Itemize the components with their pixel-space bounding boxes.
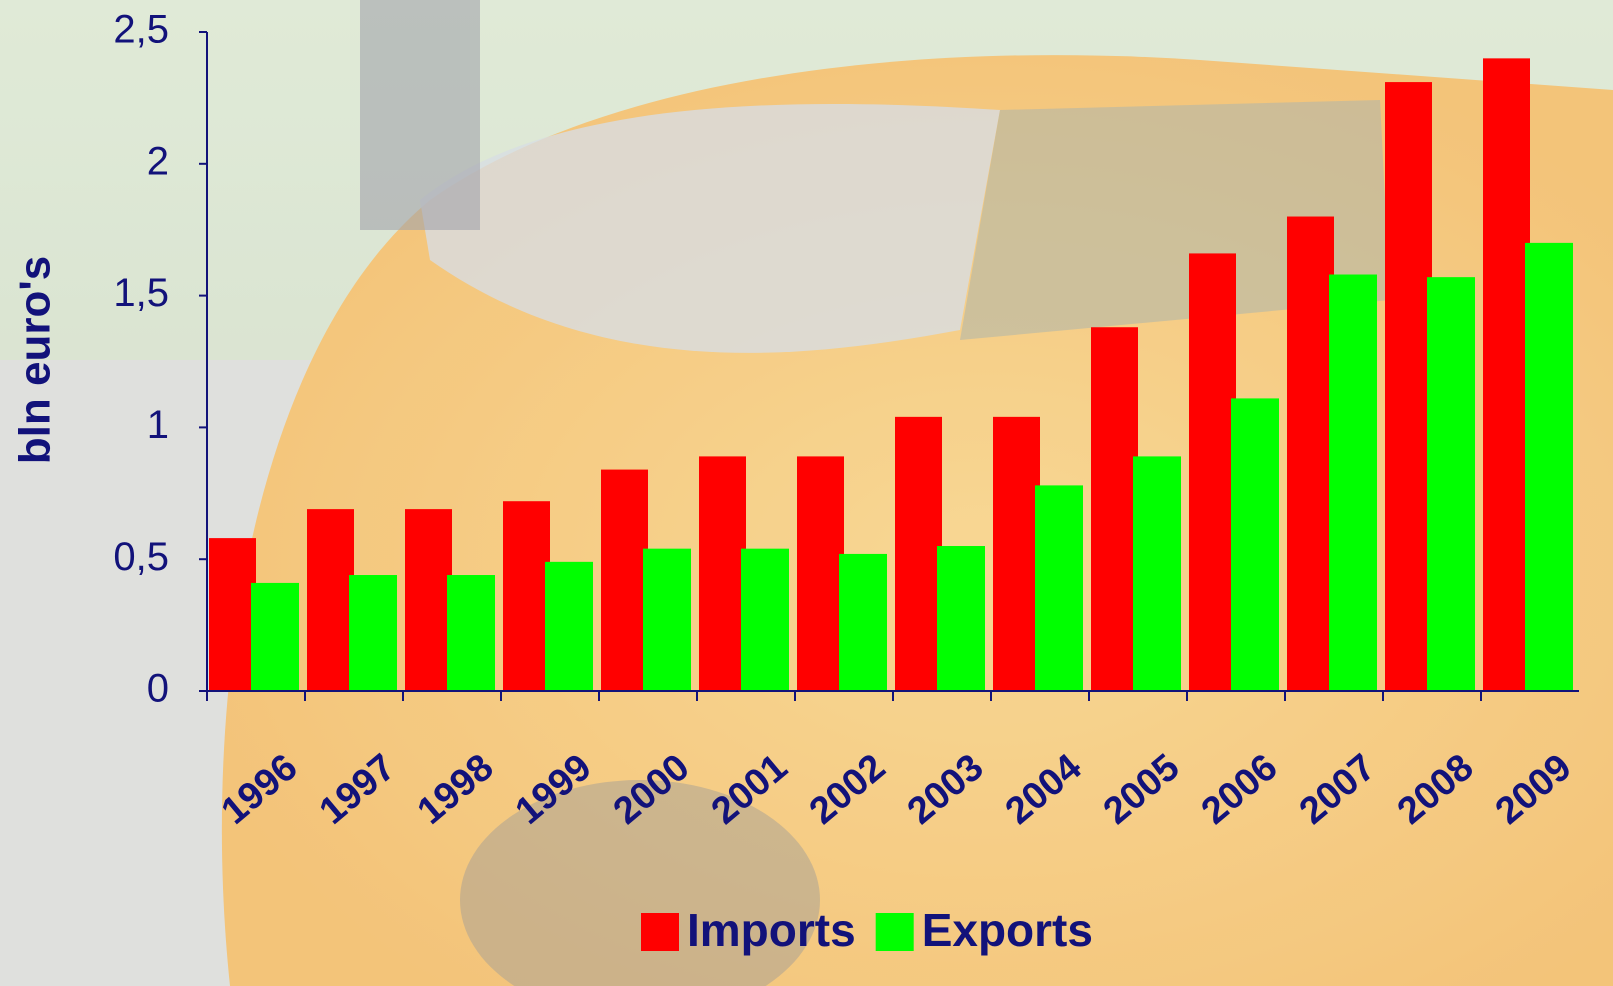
bar xyxy=(699,456,746,691)
y-tick-label: 0,5 xyxy=(113,535,169,579)
bar xyxy=(251,583,299,691)
bar xyxy=(1525,243,1573,691)
page: {"chart_data": {"type": "bar", "y_label"… xyxy=(0,0,1613,986)
bar xyxy=(1231,398,1279,691)
y-axis-title: bln euro's xyxy=(11,256,60,464)
bar xyxy=(209,538,256,691)
bar xyxy=(405,509,452,691)
bar xyxy=(447,575,495,691)
bar xyxy=(545,562,593,691)
bar xyxy=(797,456,844,691)
bar xyxy=(1035,485,1083,691)
y-tick-label: 0 xyxy=(147,667,169,711)
bar xyxy=(643,549,691,691)
bar xyxy=(503,501,550,691)
bar xyxy=(741,549,789,691)
bar xyxy=(1189,253,1236,691)
legend-swatch xyxy=(641,913,679,951)
bar xyxy=(937,546,985,691)
y-tick-label: 2 xyxy=(147,139,169,183)
bar xyxy=(307,509,354,691)
bar xyxy=(601,470,648,691)
y-tick-label: 1,5 xyxy=(113,271,169,315)
bar xyxy=(1483,58,1530,691)
chart: bln euro's 00,511,522,519961997199819992… xyxy=(0,0,1613,986)
bar xyxy=(1133,456,1181,691)
bar xyxy=(1427,277,1475,691)
bar xyxy=(1287,217,1334,691)
legend-label: Imports xyxy=(687,904,856,956)
bar xyxy=(1091,327,1138,691)
bar xyxy=(993,417,1040,691)
bar xyxy=(895,417,942,691)
legend-label: Exports xyxy=(922,904,1093,956)
bar xyxy=(839,554,887,691)
bar xyxy=(1329,275,1377,691)
bar xyxy=(1385,82,1432,691)
y-tick-label: 1 xyxy=(147,403,169,447)
bar xyxy=(349,575,397,691)
y-tick-label: 2,5 xyxy=(113,8,169,52)
legend-swatch xyxy=(876,913,914,951)
